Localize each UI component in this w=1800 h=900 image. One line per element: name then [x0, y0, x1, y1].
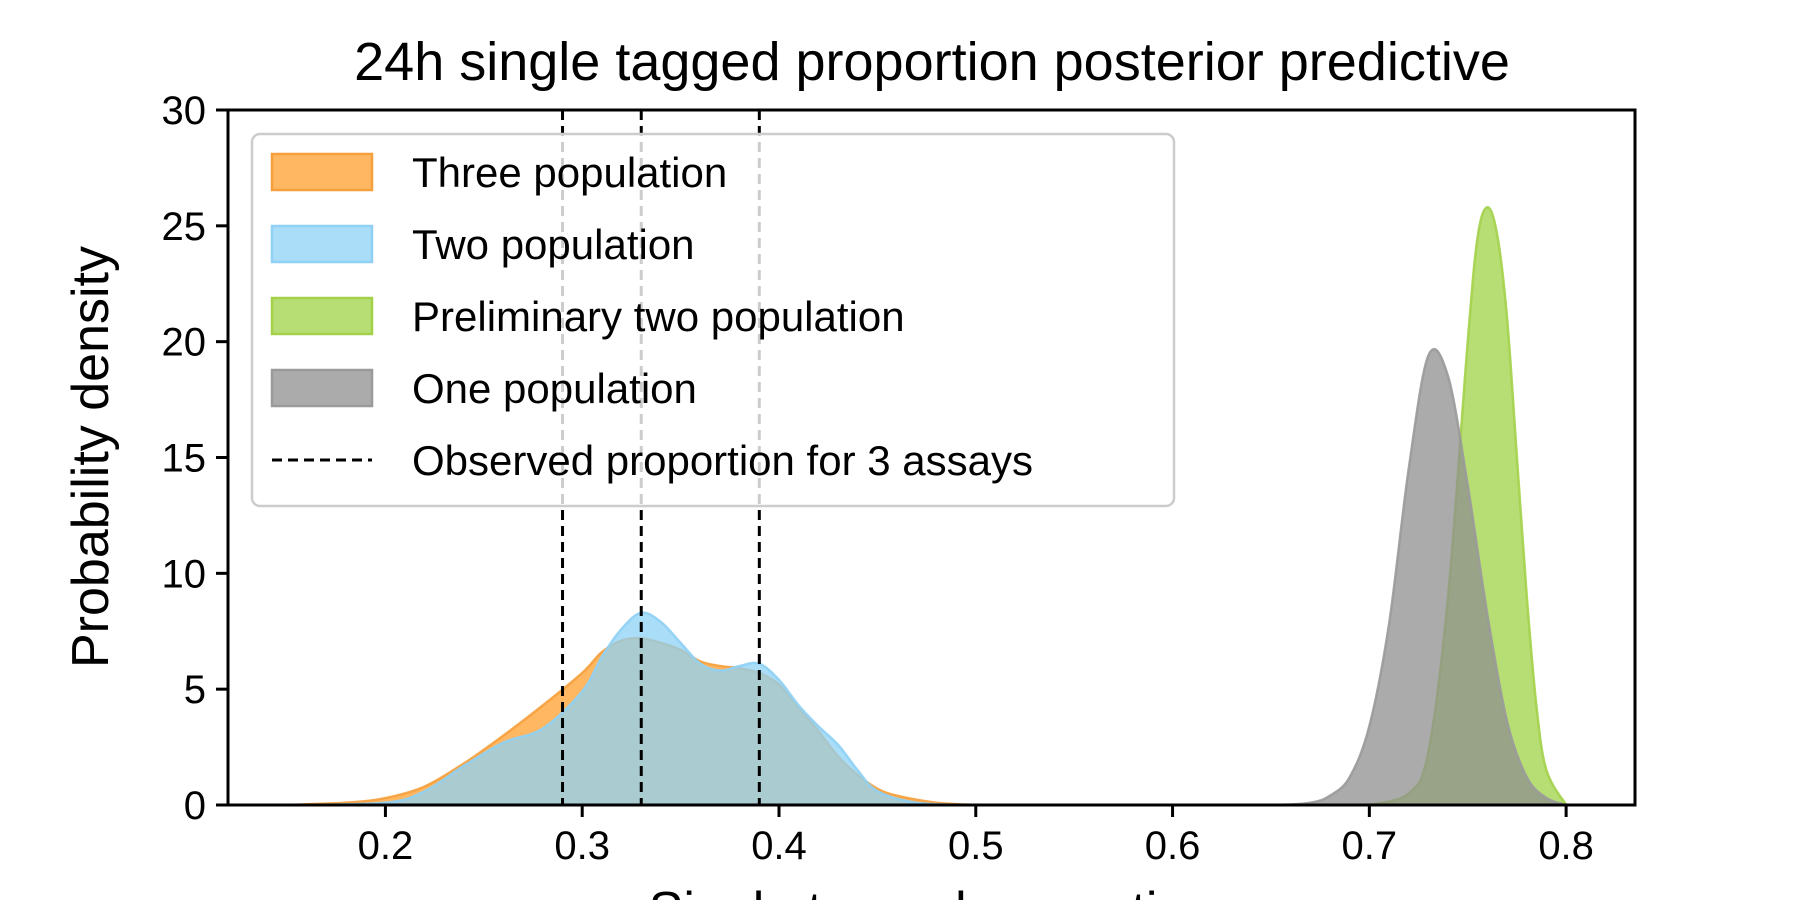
x-axis-label: Single tagged proportion: [649, 882, 1216, 900]
x-tick-label: 0.4: [751, 824, 807, 868]
legend-label-one-population: One population: [412, 365, 697, 412]
x-tick-label: 0.8: [1538, 824, 1594, 868]
y-tick-label: 25: [162, 205, 207, 249]
axis-ticks: 0.2 0.3 0.4 0.5 0.6 0.7 0.8 0 5 10 15 20 25 30: [162, 89, 1594, 868]
y-tick-label: 30: [162, 89, 207, 133]
plot-frame: [226, 108, 1637, 807]
y-tick-label: 15: [162, 437, 207, 481]
y-tick-label: 20: [162, 321, 207, 365]
density-curve-two-population: [287, 611, 976, 807]
legend-box: [250, 132, 1176, 508]
x-tick-label: 0.7: [1342, 824, 1398, 868]
legend: Three population Two population Preliminar…: [250, 132, 1176, 508]
series-layer: [286, 206, 1568, 807]
x-tick-label: 0.2: [358, 824, 414, 868]
density-curve-one-population: [1172, 348, 1567, 807]
density-area-one-population: [1172, 349, 1567, 805]
y-axis-label: Probability density: [62, 246, 120, 668]
x-tick-label: 0.5: [948, 824, 1004, 868]
legend-label-observed-proportion: Observed proportion for 3 assays: [412, 437, 1033, 484]
chart-title: 24h single tagged proportion posterior p…: [354, 32, 1510, 92]
legend-swatch-one-population: [270, 368, 374, 408]
y-tick-label: 5: [184, 668, 206, 712]
y-tick-label: 10: [162, 552, 207, 596]
x-tick-label: 0.3: [554, 824, 610, 868]
legend-swatch-preliminary-two-population: [270, 296, 374, 336]
legend-label-three-population: Three population: [412, 149, 727, 196]
legend-label-preliminary-two-population: Preliminary two population: [412, 293, 905, 340]
legend-label-two-population: Two population: [412, 221, 695, 268]
x-tick-label: 0.6: [1145, 824, 1201, 868]
density-area-two-population: [287, 612, 976, 805]
legend-swatch-two-population: [270, 224, 374, 264]
legend-swatch-three-population: [270, 152, 374, 192]
y-tick-label: 0: [184, 784, 206, 828]
